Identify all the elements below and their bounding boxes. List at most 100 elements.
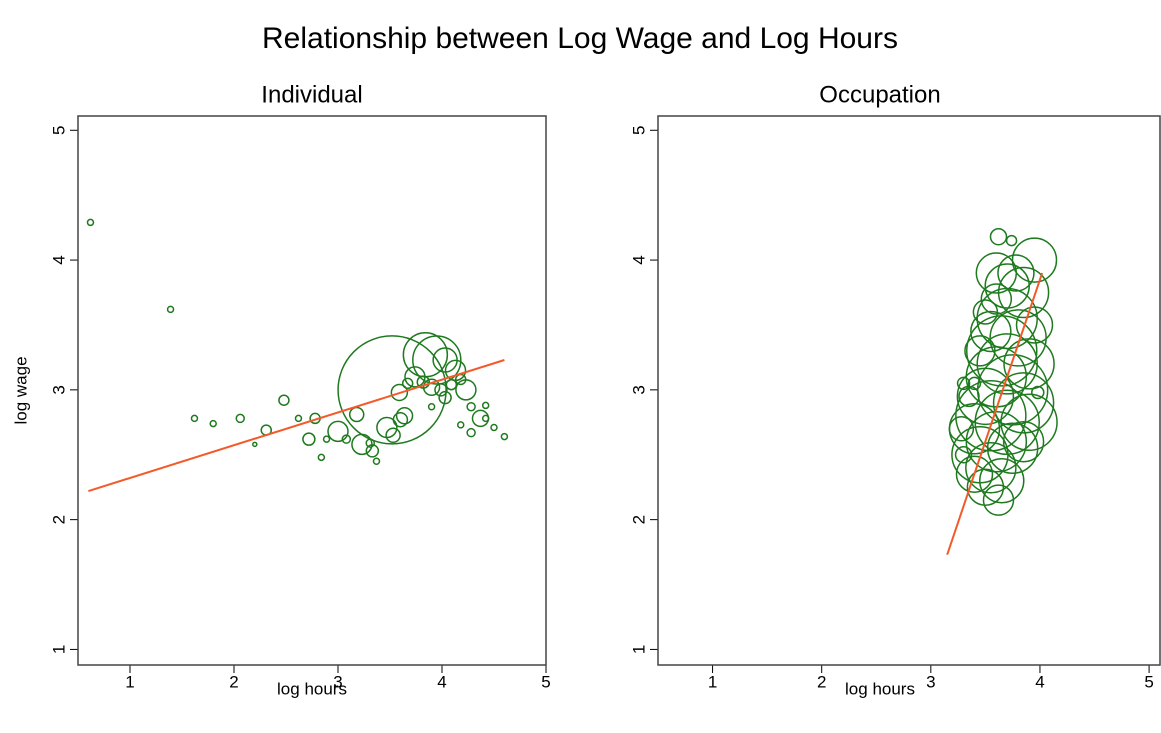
bubble [412, 335, 462, 385]
x-axis-label: log hours [845, 679, 915, 698]
bubble [327, 420, 349, 443]
bubble [471, 409, 490, 428]
bubble [395, 407, 414, 425]
y-tick-label: 5 [629, 126, 648, 135]
x-tick-label: 4 [437, 672, 446, 691]
x-tick-label: 2 [229, 672, 238, 691]
bubble [975, 252, 1018, 294]
bubble [372, 457, 381, 465]
y-tick-label: 3 [629, 385, 648, 394]
bubble [997, 254, 1035, 292]
bubble [956, 376, 971, 391]
x-tick-label: 5 [1144, 672, 1153, 691]
x-tick-label: 5 [541, 672, 550, 691]
y-tick-label: 2 [629, 515, 648, 524]
fit-line [946, 272, 1044, 556]
bubble [490, 423, 498, 432]
x-tick-label: 3 [926, 672, 935, 691]
bubble [252, 441, 258, 448]
x-tick-label: 4 [1035, 672, 1044, 691]
bubble [966, 315, 1038, 387]
bubble [190, 414, 199, 423]
bubble [966, 468, 1005, 506]
y-tick-label: 3 [49, 385, 68, 394]
bubble [955, 455, 994, 493]
y-tick-label: 1 [49, 645, 68, 654]
bubble [986, 422, 1039, 475]
bubble [982, 484, 1015, 516]
y-axis-label: log wage [11, 356, 30, 424]
bubble [980, 283, 1013, 315]
plot-frame [77, 115, 547, 666]
bubble [422, 378, 441, 397]
bubble [972, 299, 999, 325]
plot-frame [657, 115, 1161, 666]
x-tick-label: 1 [125, 672, 134, 691]
bubble [989, 227, 1008, 246]
bubble [466, 427, 476, 438]
bubble [979, 457, 1025, 504]
fit-line [88, 359, 505, 493]
bubble [1031, 385, 1045, 400]
bubble [1015, 306, 1054, 344]
bubble [984, 263, 1030, 309]
y-tick-label: 4 [49, 255, 68, 264]
bubble [954, 445, 973, 464]
bubble [965, 441, 1017, 494]
bubble [976, 333, 1038, 395]
y-tick-label: 5 [49, 126, 68, 135]
x-axis-label: log hours [277, 679, 347, 698]
bubble [392, 411, 409, 428]
bubble [1011, 237, 1058, 283]
bubble [317, 453, 326, 462]
x-tick-label: 1 [708, 672, 717, 691]
bubble [390, 383, 409, 402]
bubble [455, 379, 477, 401]
bubble [401, 377, 414, 390]
bubble [958, 385, 980, 408]
bubble [294, 414, 303, 423]
bubble [427, 402, 436, 411]
bubble [481, 414, 490, 423]
bubble [964, 335, 996, 367]
bubble [481, 401, 490, 410]
bubble [1003, 338, 1055, 390]
bubble [466, 401, 476, 412]
bubble [341, 434, 352, 444]
bubble [351, 433, 373, 456]
x-tick-label: 3 [333, 672, 342, 691]
bubble [956, 367, 1015, 426]
bubble [166, 305, 175, 314]
x-tick-label: 2 [817, 672, 826, 691]
bubble [302, 432, 316, 446]
chart-title: Relationship between Log Wage and Log Ho… [262, 22, 898, 55]
subplot-title: Occupation [819, 81, 940, 108]
bubble [348, 406, 365, 423]
bubble [992, 372, 1055, 434]
bubble [456, 421, 465, 429]
bubble [445, 378, 458, 391]
bubble [278, 394, 290, 406]
bubble [402, 332, 449, 378]
bubble [322, 435, 331, 443]
bubble [967, 376, 982, 391]
y-tick-label: 1 [629, 645, 648, 654]
y-tick-label: 4 [629, 255, 648, 264]
bubble [86, 218, 95, 227]
bubble [1005, 234, 1018, 247]
bubble [385, 427, 401, 444]
bubble [1000, 393, 1058, 452]
bubble [948, 416, 975, 442]
bubble [209, 419, 217, 428]
bubble [1002, 421, 1045, 463]
bubble [500, 432, 509, 441]
bubble [970, 310, 1012, 353]
y-tick-label: 2 [49, 515, 68, 524]
subplot-title: Individual [261, 81, 362, 108]
bubble [337, 335, 447, 445]
bubble [434, 383, 448, 397]
bubble [365, 444, 380, 458]
bubble [438, 390, 452, 405]
bubble [955, 380, 1027, 452]
